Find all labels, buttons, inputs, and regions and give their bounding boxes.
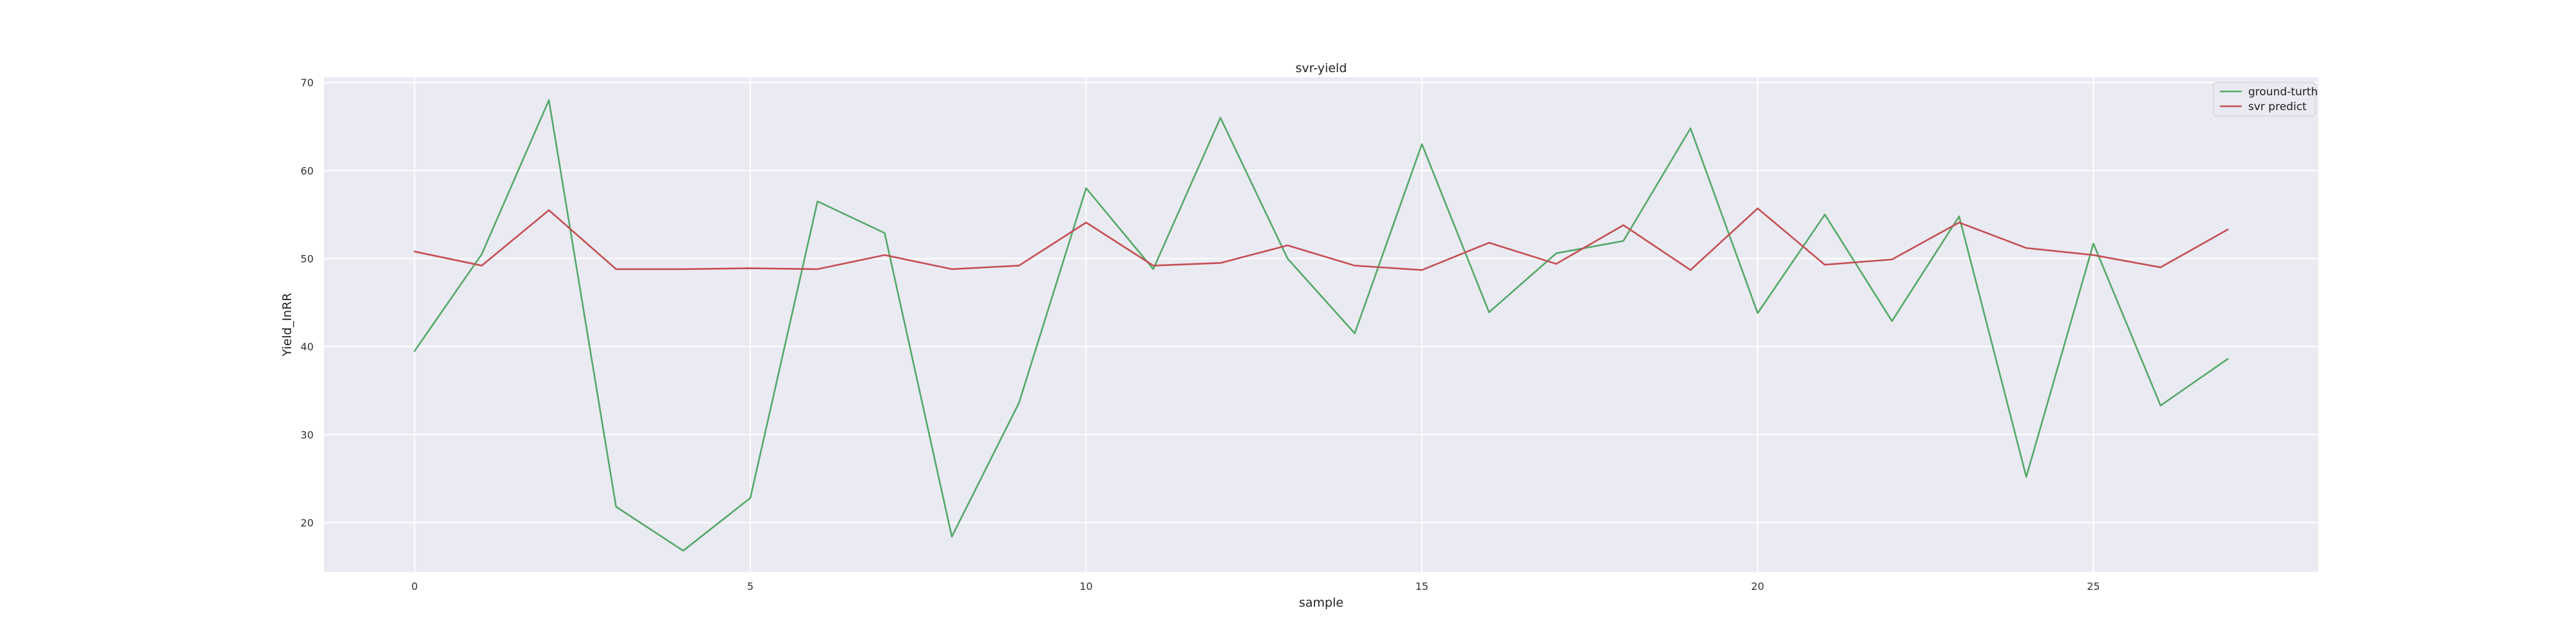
x-tick-label: 25 <box>2087 580 2099 592</box>
x-tick-label: 20 <box>1751 580 1764 592</box>
series-line-svr-predict <box>413 207 2229 271</box>
x-axis-title: sample <box>1299 596 1343 610</box>
series-lines <box>413 99 2229 552</box>
y-tick-label: 30 <box>301 429 314 441</box>
x-tick-label: 10 <box>1079 580 1092 592</box>
plot-area <box>324 77 2318 572</box>
y-tick-label: 50 <box>301 253 314 265</box>
y-tick-label: 20 <box>301 516 314 529</box>
legend-label-svr-predict: svr predict <box>2248 100 2307 113</box>
x-tick-label: 0 <box>412 580 418 592</box>
legend-label-ground-turth: ground-turth <box>2248 86 2318 99</box>
chart-title: svr-yield <box>1296 61 1347 75</box>
y-axis-title: Yield_InRR <box>280 293 294 357</box>
legend: ground-turth svr predict <box>2213 82 2318 117</box>
y-tick-label: 40 <box>301 341 314 353</box>
series-line-ground-turth <box>413 99 2229 552</box>
grid-lines <box>324 77 2318 572</box>
x-tick-label: 5 <box>747 580 753 592</box>
x-tick-labels: 0 5 10 15 20 25 <box>412 580 2100 592</box>
y-tick-label: 60 <box>301 165 314 177</box>
x-tick-label: 15 <box>1416 580 1428 592</box>
y-tick-label: 70 <box>301 77 314 89</box>
y-tick-labels: 20 30 40 50 60 70 <box>301 77 314 529</box>
